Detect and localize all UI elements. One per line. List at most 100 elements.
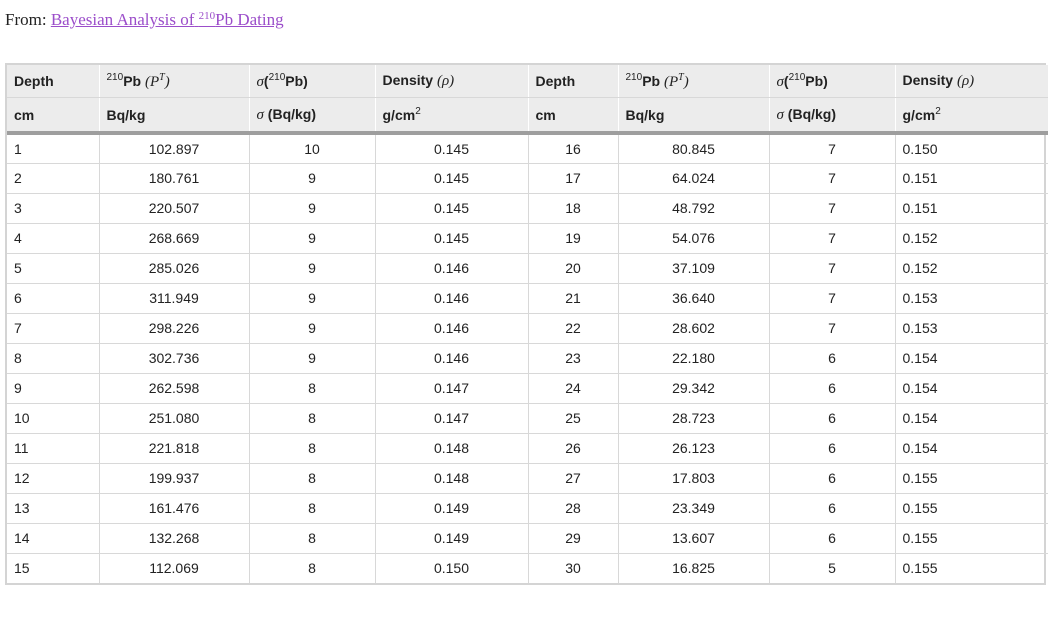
table-cell: 21 xyxy=(528,283,619,314)
table-cell: 6 xyxy=(769,373,896,404)
table-cell: 23.349 xyxy=(618,493,770,524)
table-cell: 28.602 xyxy=(618,313,770,344)
table-cell: 8 xyxy=(249,523,376,554)
table-cell: 3 xyxy=(7,193,100,224)
table-cell: 221.818 xyxy=(99,433,250,464)
col-header-sigma-2: σ(210Pb) xyxy=(769,65,896,98)
unit-pb-2: Bq/kg xyxy=(618,97,770,135)
table-cell: 0.150 xyxy=(895,133,1048,164)
table-row: 3 220.507 9 0.145 18 48.792 7 0.151 xyxy=(7,193,1048,224)
table-cell: 9 xyxy=(249,163,376,194)
table-cell: 0.146 xyxy=(375,253,529,284)
col-header-pb-2: 210Pb (PT) xyxy=(618,65,770,98)
table-cell: 13.607 xyxy=(618,523,770,554)
table-cell: 16 xyxy=(528,133,619,164)
table-row: 6 311.949 9 0.146 21 36.640 7 0.153 xyxy=(7,283,1048,314)
table-cell: 298.226 xyxy=(99,313,250,344)
table-cell: 8 xyxy=(249,463,376,494)
col-header-pb: 210Pb (PT) xyxy=(99,65,250,98)
table-cell: 11 xyxy=(7,433,100,464)
header-row-names: Depth 210Pb (PT) σ(210Pb) Density (ρ) De… xyxy=(7,65,1048,98)
table-cell: 0.154 xyxy=(895,403,1048,434)
table-cell: 4 xyxy=(7,223,100,254)
table-row: 11 221.818 8 0.148 26 26.123 6 0.154 xyxy=(7,433,1048,464)
table-cell: 0.146 xyxy=(375,313,529,344)
table-cell: 37.109 xyxy=(618,253,770,284)
table-cell: 0.145 xyxy=(375,163,529,194)
table-row: 13 161.476 8 0.149 28 23.349 6 0.155 xyxy=(7,493,1048,524)
table-cell: 0.150 xyxy=(375,553,529,583)
table-cell: 5 xyxy=(769,553,896,583)
col-header-density: Density (ρ) xyxy=(375,65,529,98)
table-cell: 2 xyxy=(7,163,100,194)
table-row: 8 302.736 9 0.146 23 22.180 6 0.154 xyxy=(7,343,1048,374)
table-cell: 24 xyxy=(528,373,619,404)
table-row: 9 262.598 8 0.147 24 29.342 6 0.154 xyxy=(7,373,1048,404)
table-row: 10 251.080 8 0.147 25 28.723 6 0.154 xyxy=(7,403,1048,434)
table-cell: 7 xyxy=(769,313,896,344)
unit-sigma: σ (Bq/kg) xyxy=(249,97,376,135)
table-cell: 0.149 xyxy=(375,523,529,554)
table-cell: 7 xyxy=(769,133,896,164)
table-cell: 8 xyxy=(249,553,376,583)
table-cell: 0.151 xyxy=(895,163,1048,194)
table-cell: 10 xyxy=(249,133,376,164)
table-cell: 9 xyxy=(249,253,376,284)
table-cell: 7 xyxy=(769,193,896,224)
table-row: 7 298.226 9 0.146 22 28.602 7 0.153 xyxy=(7,313,1048,344)
table-cell: 8 xyxy=(249,373,376,404)
table-cell: 17 xyxy=(528,163,619,194)
table-cell: 8 xyxy=(249,403,376,434)
table-cell: 1 xyxy=(7,133,100,164)
table-cell: 12 xyxy=(7,463,100,494)
table-cell: 0.145 xyxy=(375,223,529,254)
table-cell: 311.949 xyxy=(99,283,250,314)
table-cell: 18 xyxy=(528,193,619,224)
table-cell: 251.080 xyxy=(99,403,250,434)
table-cell: 0.155 xyxy=(895,493,1048,524)
table-cell: 29.342 xyxy=(618,373,770,404)
data-table-container: Depth 210Pb (PT) σ(210Pb) Density (ρ) De… xyxy=(5,63,1048,585)
table-row: 14 132.268 8 0.149 29 13.607 6 0.155 xyxy=(7,523,1048,554)
table-cell: 13 xyxy=(7,493,100,524)
table-cell: 8 xyxy=(249,433,376,464)
table-cell: 199.937 xyxy=(99,463,250,494)
table-row: 4 268.669 9 0.145 19 54.076 7 0.152 xyxy=(7,223,1048,254)
table-cell: 0.152 xyxy=(895,253,1048,284)
table-row: 5 285.026 9 0.146 20 37.109 7 0.152 xyxy=(7,253,1048,284)
table-cell: 26.123 xyxy=(618,433,770,464)
table-cell: 112.069 xyxy=(99,553,250,583)
table-cell: 28.723 xyxy=(618,403,770,434)
data-table: Depth 210Pb (PT) σ(210Pb) Density (ρ) De… xyxy=(7,65,1048,583)
unit-depth: cm xyxy=(7,97,100,135)
table-cell: 27 xyxy=(528,463,619,494)
unit-density-2: g/cm2 xyxy=(895,97,1048,135)
table-cell: 268.669 xyxy=(99,223,250,254)
table-cell: 0.151 xyxy=(895,193,1048,224)
col-header-depth: Depth xyxy=(7,65,100,98)
table-cell: 0.153 xyxy=(895,283,1048,314)
table-cell: 302.736 xyxy=(99,343,250,374)
table-cell: 48.792 xyxy=(618,193,770,224)
table-cell: 0.155 xyxy=(902,560,938,577)
source-link[interactable]: Bayesian Analysis of 210Pb Dating xyxy=(50,10,284,29)
table-cell: 9 xyxy=(249,343,376,374)
table-cell: 102.897 xyxy=(99,133,250,164)
table-cell: 10 xyxy=(7,403,100,434)
unit-pb: Bq/kg xyxy=(99,97,250,135)
table-cell: 0.148 xyxy=(375,463,529,494)
table-cell: 64.024 xyxy=(618,163,770,194)
table-cell: 26 xyxy=(528,433,619,464)
table-cell: 14 xyxy=(7,523,100,554)
table-cell: 19 xyxy=(528,223,619,254)
header-row-units: cm Bq/kg σ (Bq/kg) g/cm2 cm Bq/kg σ (Bq/… xyxy=(7,97,1048,135)
table-cell: 6 xyxy=(769,493,896,524)
table-cell: 29 xyxy=(528,523,619,554)
unit-sigma-2: σ (Bq/kg) xyxy=(769,97,896,135)
table-cell: 132.268 xyxy=(99,523,250,554)
table-cell: 0.146 xyxy=(375,343,529,374)
table-cell: 0.145 xyxy=(375,133,529,164)
table-cell: 0.147 xyxy=(375,373,529,404)
table-cell: 8 xyxy=(249,493,376,524)
table-cell: 6 xyxy=(7,283,100,314)
